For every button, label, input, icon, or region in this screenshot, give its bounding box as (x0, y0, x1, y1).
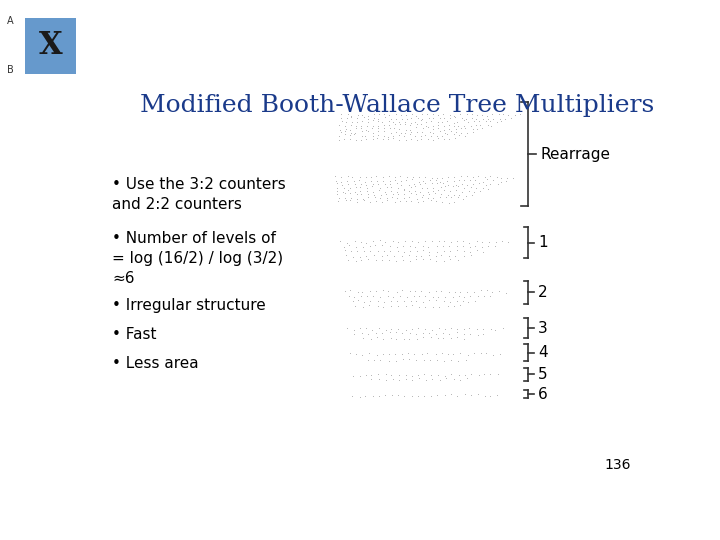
Point (415, 134, 426, 143)
Point (409, 287, 420, 295)
Point (472, 124, 483, 133)
Point (420, 118, 432, 126)
Point (425, 117, 436, 125)
Text: 1: 1 (538, 235, 548, 250)
Point (413, 173, 424, 182)
Text: 3: 3 (538, 321, 548, 336)
Point (384, 179, 396, 188)
Point (423, 193, 434, 202)
Point (356, 190, 367, 198)
Point (436, 348, 448, 357)
Point (417, 333, 428, 341)
Point (435, 190, 446, 198)
Point (377, 134, 389, 143)
Point (442, 191, 454, 199)
Point (427, 326, 438, 334)
Point (491, 391, 503, 400)
Point (411, 127, 423, 136)
Text: • Number of levels of
= log (16/2) / log (3/2)
≈6: • Number of levels of = log (16/2) / log… (112, 231, 284, 286)
Point (449, 111, 460, 120)
Point (431, 247, 443, 256)
Point (405, 119, 416, 127)
Point (340, 122, 351, 130)
Point (392, 184, 404, 192)
Point (503, 238, 514, 246)
Point (369, 193, 381, 202)
Point (346, 129, 357, 137)
Point (391, 288, 402, 296)
Point (350, 136, 361, 144)
Point (396, 252, 408, 260)
Point (459, 371, 471, 380)
Point (462, 350, 474, 359)
Point (431, 197, 442, 206)
Point (378, 123, 390, 132)
Point (400, 197, 412, 205)
Point (383, 111, 395, 120)
Point (336, 177, 347, 186)
Point (405, 120, 416, 129)
Point (381, 183, 392, 191)
Point (444, 241, 455, 250)
Point (412, 392, 423, 400)
Point (438, 334, 449, 342)
Point (376, 198, 387, 206)
Point (357, 194, 369, 203)
Point (400, 325, 412, 334)
Point (390, 356, 402, 365)
Point (472, 292, 484, 301)
Point (482, 114, 494, 123)
Point (473, 117, 485, 126)
Point (359, 392, 371, 401)
Point (444, 125, 455, 134)
Point (451, 325, 463, 334)
Point (480, 172, 491, 181)
Point (430, 176, 441, 184)
Point (457, 296, 469, 305)
Point (338, 135, 349, 144)
Point (474, 187, 485, 195)
Point (447, 292, 459, 301)
Point (346, 118, 358, 126)
Point (331, 187, 343, 195)
Point (477, 238, 488, 246)
Point (454, 376, 466, 384)
Point (372, 333, 383, 342)
Point (393, 125, 405, 134)
Point (367, 116, 379, 125)
Point (437, 241, 449, 250)
Point (367, 180, 379, 188)
Point (432, 124, 444, 132)
Point (361, 125, 372, 134)
Point (446, 127, 457, 136)
Point (362, 356, 374, 364)
Point (359, 247, 370, 255)
Point (405, 130, 416, 139)
Point (454, 131, 465, 139)
Point (403, 193, 415, 201)
Point (410, 297, 422, 306)
Point (431, 132, 443, 140)
Point (424, 296, 436, 305)
Point (429, 189, 441, 198)
Text: Rearrage: Rearrage (540, 147, 611, 161)
Point (367, 392, 379, 400)
Point (431, 241, 443, 250)
Point (367, 237, 379, 246)
Point (384, 241, 396, 250)
Point (453, 371, 464, 380)
Point (384, 172, 395, 180)
Point (446, 369, 457, 378)
Point (345, 196, 356, 205)
Point (467, 124, 478, 133)
Point (423, 247, 435, 256)
Point (436, 198, 448, 206)
Point (485, 370, 496, 379)
Point (368, 114, 379, 123)
Point (463, 238, 474, 247)
Point (461, 180, 472, 189)
Point (449, 191, 460, 199)
Point (391, 242, 402, 251)
Point (373, 374, 384, 383)
Point (435, 286, 446, 295)
